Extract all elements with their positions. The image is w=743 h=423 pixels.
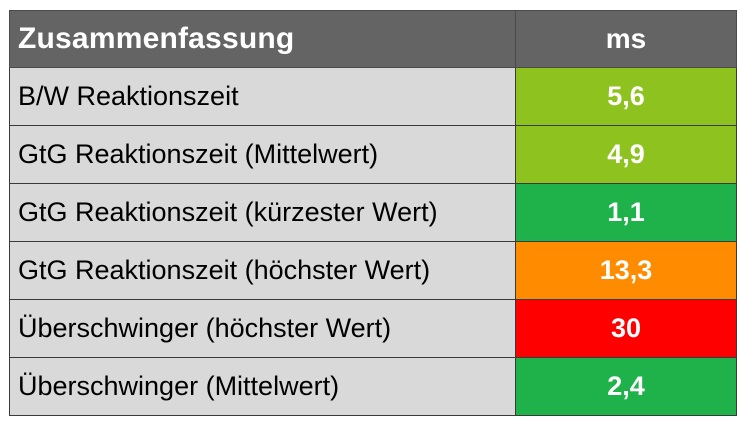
header-row: Zusammenfassung ms [9,10,737,68]
table-row: GtG Reaktionszeit (kürzester Wert) 1,1 [9,183,737,242]
table-header: Zusammenfassung ms [9,10,737,68]
row-label: GtG Reaktionszeit (kürzester Wert) [9,183,516,242]
header-unit: ms [515,10,737,68]
row-value: 30 [515,299,737,358]
table-body: B/W Reaktionszeit 5,6 GtG Reaktionszeit … [9,67,737,416]
row-label: B/W Reaktionszeit [9,67,516,126]
row-value: 4,9 [515,125,737,184]
table-row: GtG Reaktionszeit (höchster Wert) 13,3 [9,241,737,300]
row-value: 5,6 [515,67,737,126]
table-row: GtG Reaktionszeit (Mittelwert) 4,9 [9,125,737,184]
row-value: 1,1 [515,183,737,242]
table-row: B/W Reaktionszeit 5,6 [9,67,737,126]
row-value: 2,4 [515,357,737,416]
row-label: Überschwinger (Mittelwert) [9,357,516,416]
row-label: GtG Reaktionszeit (Mittelwert) [9,125,516,184]
summary-table: Zusammenfassung ms B/W Reaktionszeit 5,6… [9,10,737,416]
row-label: GtG Reaktionszeit (höchster Wert) [9,241,516,300]
header-label: Zusammenfassung [9,10,516,68]
row-label: Überschwinger (höchster Wert) [9,299,516,358]
row-value: 13,3 [515,241,737,300]
table-row: Überschwinger (höchster Wert) 30 [9,299,737,358]
table-row: Überschwinger (Mittelwert) 2,4 [9,357,737,416]
